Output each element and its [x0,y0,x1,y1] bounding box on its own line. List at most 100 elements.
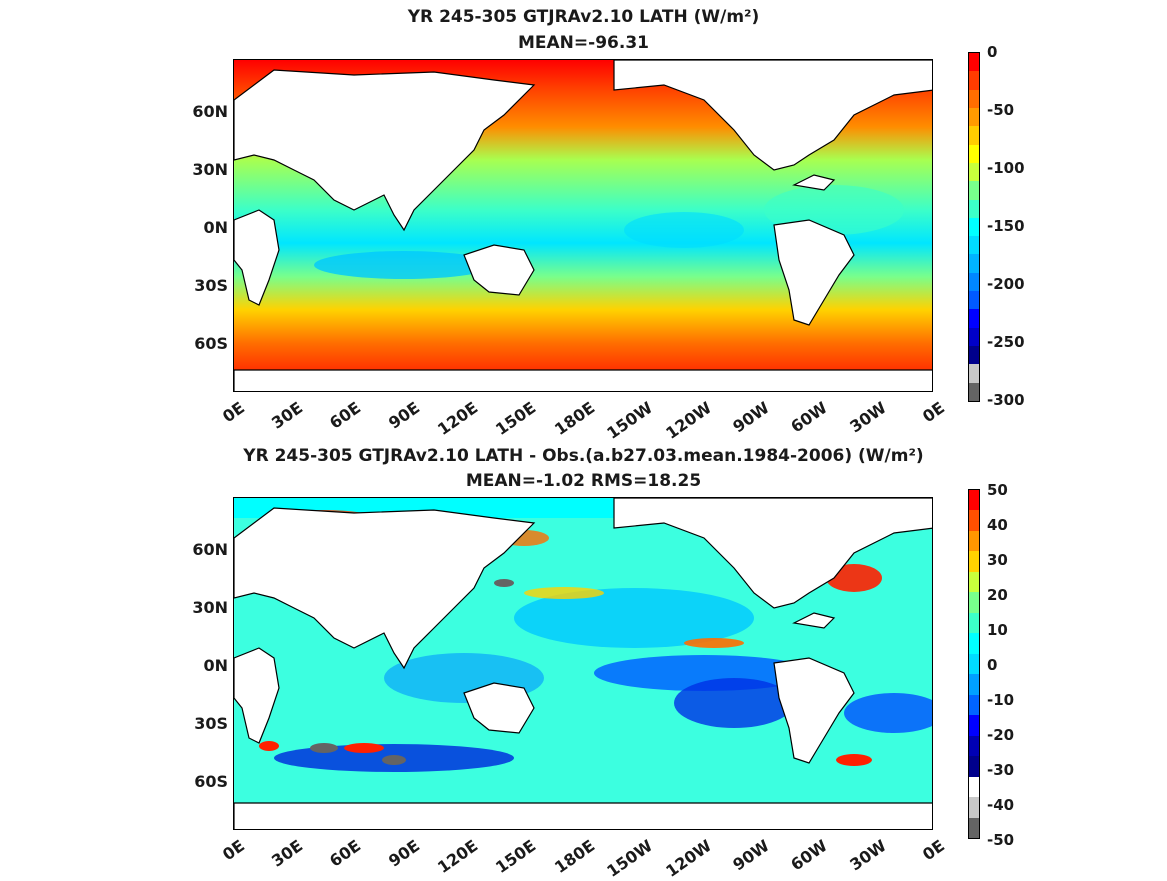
colorbar-segment [969,551,979,572]
colorbar-segment [969,309,979,328]
ylabel-60n: 60N [192,102,228,121]
colorbar-segment [969,89,979,108]
xlabel-12: 0E [918,836,948,865]
colorbar-segment [969,346,979,365]
xlabel-6: 180E [550,836,598,877]
xlabel-9: 90W [729,398,773,437]
panel-top-title-line1: YR 245-305 GTJRAv2.10 LATH (W/m²) [407,7,760,27]
colorbar-segment [969,254,979,273]
land-mask-top [234,60,932,391]
cbar-bottom-label-3: 20 [987,586,1008,604]
colorbar-segment [969,592,979,613]
colorbar-segment [969,735,979,757]
colorbar-segment [969,674,979,695]
ylabel-30n: 30N [192,160,228,179]
xlabel-5: 150E [492,398,540,439]
colorbar-segment [969,71,979,90]
cbar-top-label-4: -200 [987,275,1025,293]
xlabel-1: 30E [268,836,307,871]
cbar-bottom-label-2: 30 [987,551,1008,569]
colorbar-segment [969,199,979,218]
map-bottom-field [234,498,932,829]
xlabel-2: 60E [326,836,365,871]
panel-bottom-title-line1: YR 245-305 GTJRAv2.10 LATH - Obs.(a.b27.… [243,446,924,466]
xlabel-10: 60W [787,836,832,875]
ylabel-60s: 60S [194,334,228,353]
xlabel-10: 60W [787,398,832,437]
panel-bottom-title-line2: MEAN=-1.02 RMS=18.25 [465,471,702,491]
colorbar-segment [969,756,979,777]
colorbar-segment [969,53,979,72]
cbar-bottom-label-7: -20 [987,726,1015,744]
panel-bottom: YR 245-305 GTJRAv2.10 LATH - Obs.(a.b27.… [0,437,1167,881]
cbar-top-label-6: -300 [987,391,1025,409]
map-top [233,59,933,392]
colorbar-segment [969,144,979,163]
colorbar-segment [969,510,979,531]
colorbar-segment [969,633,979,654]
colorbar-segment [969,217,979,237]
cbar-bottom-label-10: -50 [987,831,1015,849]
cbar-bottom-label-0: 50 [987,481,1008,499]
xlabel-0: 0E [218,836,248,865]
cbar-bottom-label-9: -40 [987,796,1015,814]
xlabel-1: 30E [268,398,307,433]
cbar-bottom-label-1: 40 [987,516,1008,534]
xlabel-5: 150E [492,836,540,877]
cbar-top-label-0: 0 [987,43,998,61]
cbar-bottom-label-8: -30 [987,761,1015,779]
panel-top: YR 245-305 GTJRAv2.10 LATH (W/m²) MEAN=-… [0,0,1167,443]
colorbar-segment [969,715,979,736]
colorbar-segment [969,162,979,182]
colorbar-segment [969,236,979,255]
colorbar-segment [969,181,979,200]
map-bottom [233,497,933,830]
colorbar-segment [969,817,979,838]
xlabel-4: 120E [434,836,482,877]
xlabel-11: 30W [845,836,890,875]
ylabel-0n: 0N [203,218,228,237]
xlabel-9: 90W [729,836,773,875]
xlabel-12: 0E [918,398,948,427]
colorbar-segment [969,126,979,145]
ylabel-30n: 30N [192,598,228,617]
colorbar-segment [969,612,979,634]
colorbar-segment [969,571,979,593]
xlabel-4: 120E [434,398,482,439]
map-top-field [234,60,932,391]
ylabel-60s: 60S [194,772,228,791]
colorbar-segment [969,653,979,675]
cbar-bottom-label-5: 0 [987,656,998,674]
ylabel-0n: 0N [203,656,228,675]
colorbar-segment [969,364,979,383]
colorbar-segment [969,107,979,127]
colorbar-segment [969,797,979,818]
ylabel-30s: 30S [194,276,228,295]
xlabel-8: 120W [661,836,715,881]
colorbar-segment [969,694,979,716]
ylabel-60n: 60N [192,540,228,559]
colorbar-segment [969,530,979,552]
cbar-top-label-3: -150 [987,217,1025,235]
xlabel-3: 90E [384,398,423,433]
cbar-top-label-5: -250 [987,333,1025,351]
panel-top-title-line2: MEAN=-96.31 [518,33,649,53]
colorbar-segment [969,291,979,310]
xlabel-7: 150W [603,836,657,881]
cbar-top-label-1: -50 [987,101,1015,119]
cbar-bottom-label-4: 10 [987,621,1008,639]
xlabel-11: 30W [845,398,890,437]
colorbar-top [968,52,980,402]
xlabel-0: 0E [218,398,248,427]
cbar-bottom-label-6: -10 [987,691,1015,709]
cbar-top-label-2: -100 [987,159,1025,177]
colorbar-segment [969,272,979,292]
colorbar-segment [969,776,979,798]
land-mask-bottom [234,498,932,829]
ylabel-30s: 30S [194,714,228,733]
colorbar-segment [969,490,979,511]
xlabel-3: 90E [384,836,423,871]
xlabel-6: 180E [550,398,598,439]
xlabel-2: 60E [326,398,365,433]
colorbar-segment [969,327,979,346]
